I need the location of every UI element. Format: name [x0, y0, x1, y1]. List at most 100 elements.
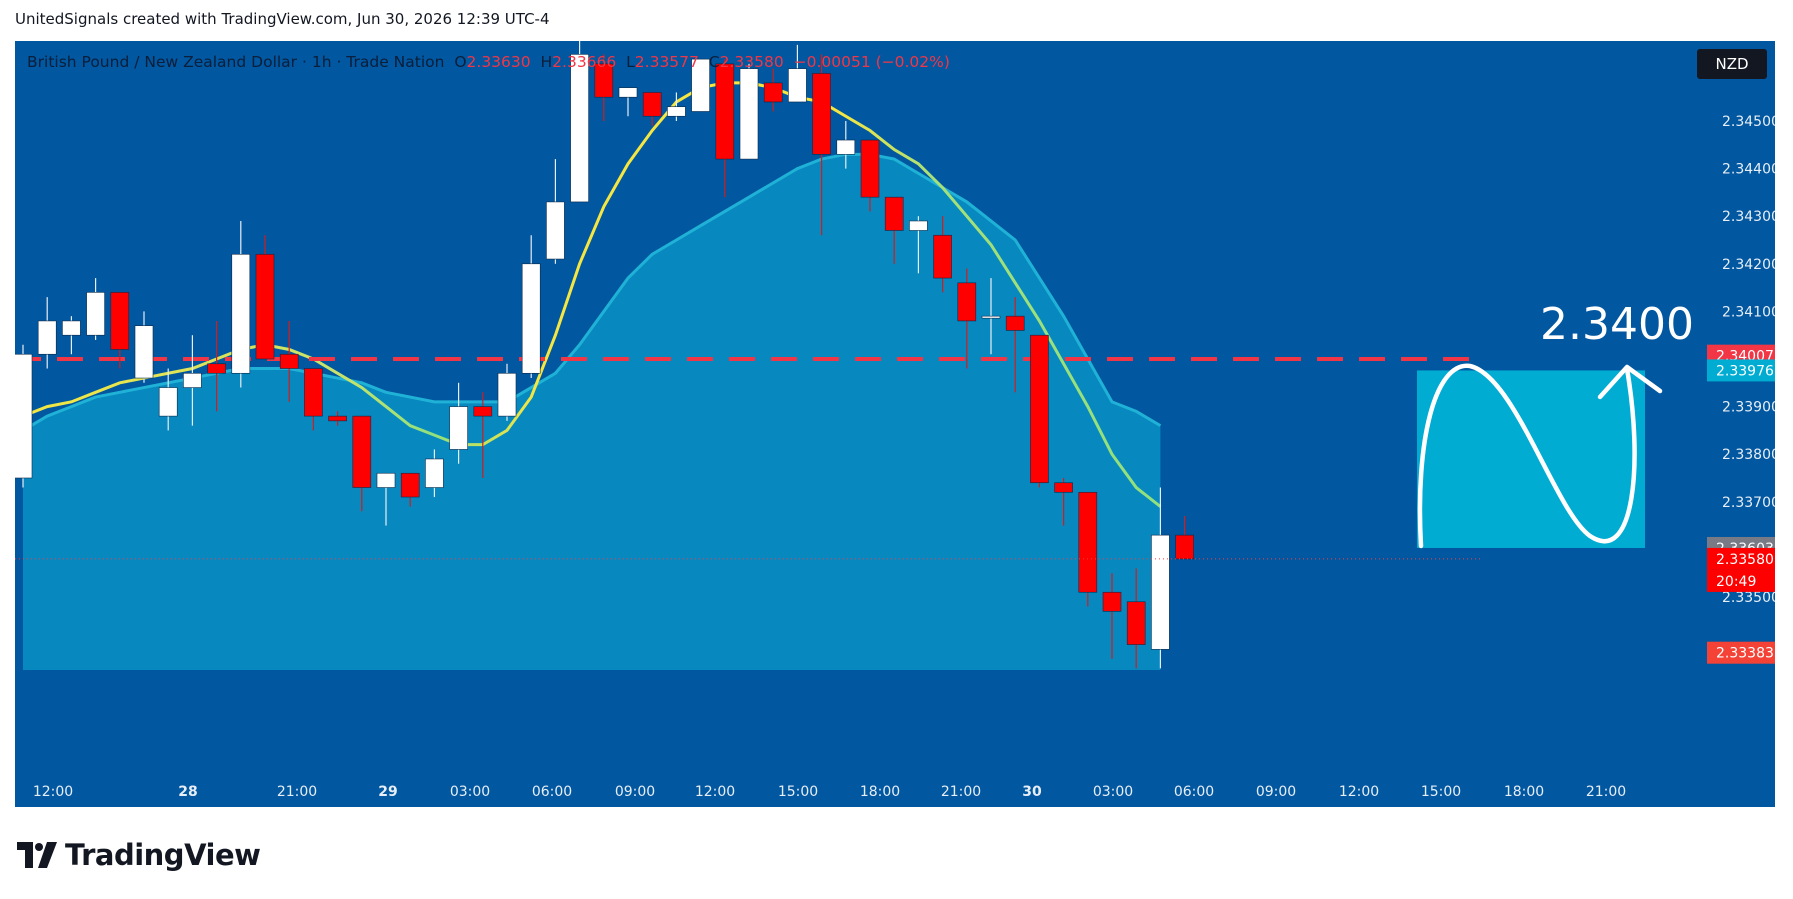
price-tag: [1707, 359, 1775, 382]
x-tick-label: 21:00: [941, 784, 981, 800]
y-tick-label: 2.34100: [1722, 304, 1775, 320]
candle-body: [231, 253, 251, 374]
x-tick-label: 09:00: [1256, 784, 1296, 800]
candle-body: [86, 292, 105, 336]
candle-body: [981, 315, 1001, 319]
candle-body: [1102, 591, 1122, 612]
candle-body: [667, 106, 686, 117]
candle-body: [1054, 482, 1073, 493]
price-tag-label: 2.33580: [1716, 552, 1774, 568]
candle-body: [497, 372, 517, 417]
y-tick-label: 2.34200: [1722, 257, 1775, 273]
projection-curve: [1417, 363, 1637, 549]
price-tag-label: 2.33383: [1716, 646, 1774, 662]
candle-body: [425, 458, 444, 488]
candle-body: [473, 406, 493, 417]
symbol-name: British Pound / New Zealand Dollar · 1h …: [27, 53, 445, 71]
candle-body: [763, 82, 783, 103]
time-axis-bg: [15, 670, 1775, 807]
x-tick-label: 18:00: [860, 784, 900, 800]
x-tick-label: 06:00: [1174, 784, 1214, 800]
candle-body: [449, 406, 468, 450]
candle-body: [158, 387, 178, 417]
candle-body: [1030, 334, 1049, 484]
change-value: −0.00051 (−0.02%): [793, 53, 950, 71]
candle-body: [884, 196, 904, 231]
candle-body: [400, 472, 420, 498]
y-tick-label: 2.33500: [1722, 590, 1775, 606]
y-tick-label: 2.33700: [1722, 495, 1775, 511]
candle-body: [110, 292, 130, 350]
candle-body: [279, 353, 299, 369]
price-tag-label: 20:49: [1716, 574, 1756, 590]
candle-body: [134, 325, 154, 379]
candle-body: [1005, 315, 1025, 331]
candle-body: [957, 282, 977, 322]
candle-body: [594, 63, 614, 98]
candle-body: [1078, 491, 1098, 593]
candle-body: [1126, 601, 1146, 645]
candle-body: [812, 73, 831, 155]
close-value: 2.33580: [719, 53, 784, 71]
candle-body: [1151, 534, 1170, 650]
candle-body: [836, 139, 856, 155]
level-annotation: 2.3400: [1540, 299, 1694, 350]
candle-body: [15, 353, 33, 479]
open-label: O: [454, 53, 467, 71]
close-label: C: [708, 53, 720, 71]
tradingview-logo-text: TradingView: [65, 838, 261, 872]
candle-body: [352, 415, 372, 488]
y-tick-label: 2.34500: [1722, 114, 1775, 130]
low-value: 2.33577: [634, 53, 699, 71]
x-tick-label: 15:00: [778, 784, 818, 800]
candle-body: [618, 87, 638, 98]
ma-slow-area: [23, 154, 1161, 670]
y-tick-label: 2.33900: [1722, 400, 1775, 416]
x-tick-label: 12:00: [1339, 784, 1379, 800]
x-tick-label: 18:00: [1504, 784, 1544, 800]
symbol-header: British Pound / New Zealand Dollar · 1h …: [27, 53, 950, 71]
target-zone: [1417, 370, 1645, 548]
x-tick-label: 21:00: [277, 784, 317, 800]
ma-slow-line: [22, 152, 1162, 432]
chart-frame[interactable]: 2.3400 2.34500 2.34400 2.34300 2.34200 2.3410…: [15, 41, 1775, 807]
candle-body: [860, 139, 880, 198]
high-value: 2.33666: [552, 53, 617, 71]
candle-body: [304, 368, 323, 417]
x-tick-label: 28: [178, 784, 197, 800]
candle-body: [1175, 534, 1194, 560]
price-tag-label: 2.33976: [1716, 363, 1774, 379]
candle-body: [37, 320, 57, 355]
y-tick-label: 2.34300: [1722, 209, 1775, 225]
tradingview-logo-icon: [17, 842, 57, 868]
price-tag: [1707, 569, 1775, 592]
candle-body: [207, 363, 226, 374]
x-tick-label: 03:00: [450, 784, 490, 800]
candle-body: [691, 58, 710, 112]
x-tick-label: 09:00: [615, 784, 655, 800]
low-label: L: [626, 53, 635, 71]
x-tick-label: 21:00: [1586, 784, 1626, 800]
candle-body: [909, 220, 928, 231]
candle-body: [328, 415, 347, 422]
candle-body: [546, 201, 565, 260]
chart-caption: UnitedSignals created with TradingView.c…: [15, 10, 550, 28]
candle-body: [183, 372, 202, 388]
high-label: H: [540, 53, 553, 71]
y-tick-label: 2.34400: [1722, 162, 1775, 178]
candle-body: [642, 92, 662, 117]
candle-body: [255, 253, 275, 360]
currency-badge[interactable]: NZD: [1697, 49, 1767, 79]
candle-body: [570, 54, 589, 203]
x-tick-label: 30: [1022, 784, 1042, 800]
candle-body: [376, 472, 396, 488]
price-chart[interactable]: 2.3400 2.34500 2.34400 2.34300 2.34200 2.3410…: [15, 41, 1775, 807]
candle-body: [62, 320, 81, 336]
candle-body: [521, 263, 541, 374]
candle-body: [715, 63, 735, 160]
candle-body: [788, 68, 807, 103]
tradingview-logo[interactable]: TradingView: [17, 838, 261, 872]
ma-fast-line: [22, 81, 1162, 508]
x-tick-label: 29: [378, 784, 397, 800]
open-value: 2.33630: [466, 53, 531, 71]
